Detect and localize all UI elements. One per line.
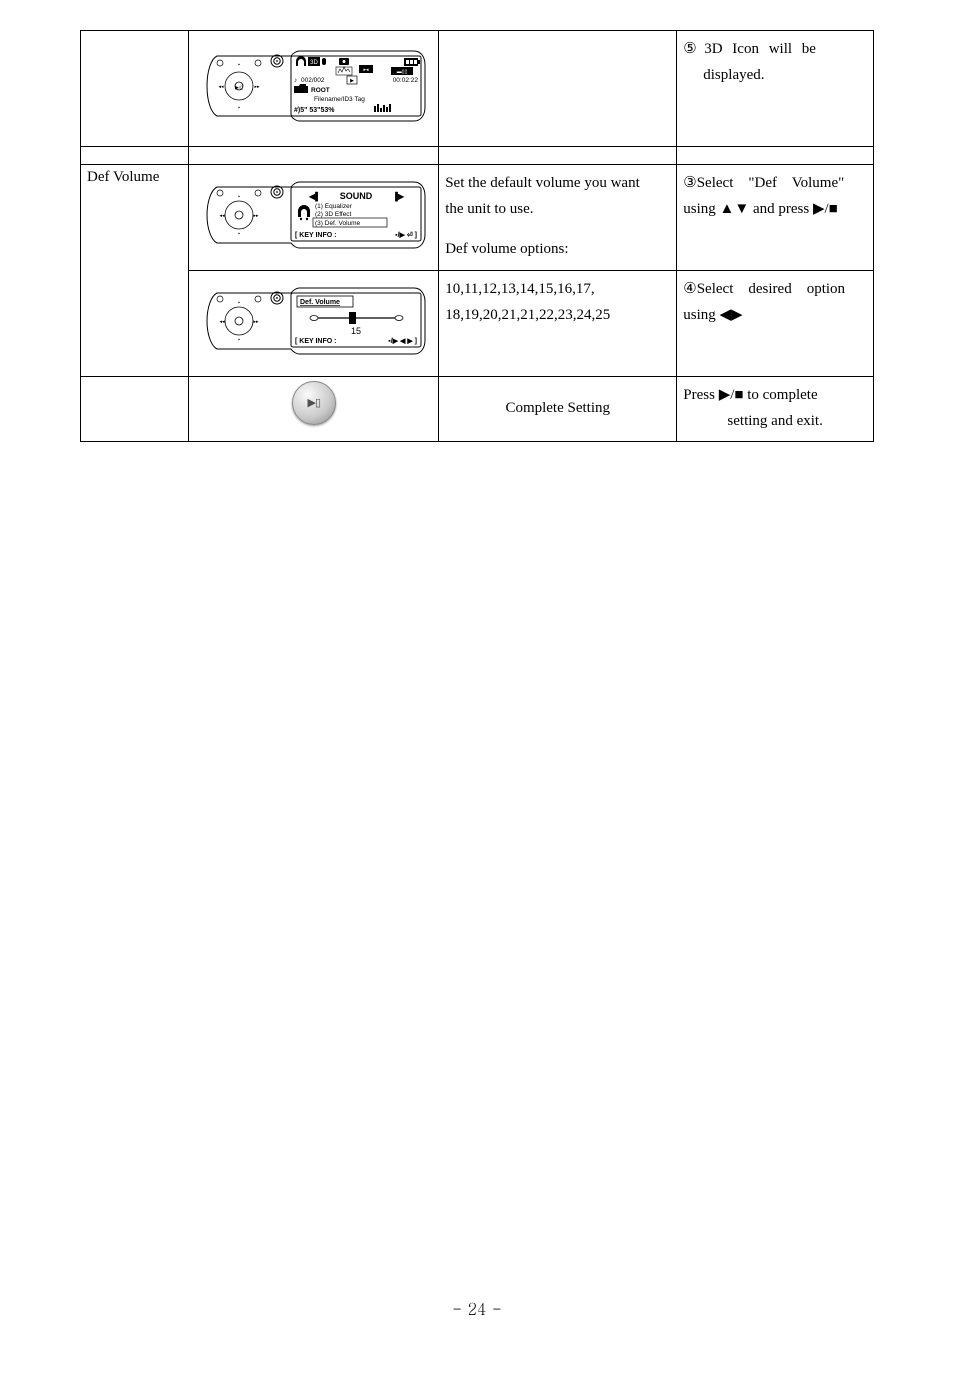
row-defvol-a: Def Volume ▪ ▪ ◂◂ ▸▸ xyxy=(81,165,874,271)
step3-l2: using ▲▼ and press ▶/■ xyxy=(683,199,867,221)
defvol-l1: Set the default volume you want xyxy=(445,173,670,195)
defvol-device-b: ▪ ▪ ◂◂ ▸▸ Def. Volume xyxy=(189,271,439,377)
press-c: to complete xyxy=(747,387,817,403)
lcd-footer-l: #)5" 53"53% xyxy=(294,107,335,114)
lcd-root: ROOT xyxy=(311,87,330,94)
defvol-l2: the unit to use. xyxy=(445,199,670,221)
lcd-time: 00:02:22 xyxy=(393,77,419,84)
svg-text:3D: 3D xyxy=(310,60,318,66)
svg-text:▬▯▯: ▬▯▯ xyxy=(397,69,408,75)
step3-c: Volume" xyxy=(792,175,845,191)
svg-text:▪: ▪ xyxy=(238,338,240,343)
step4-a: ④Select xyxy=(683,281,733,297)
device-lcd-3d: ▶/▯ ▪ ▪ ◂◂ ▸▸ xyxy=(199,41,429,131)
device-defvol-slider: ▪ ▪ ◂◂ ▸▸ Def. Volume xyxy=(199,281,429,361)
svg-text:▶: ▶ xyxy=(350,78,354,84)
step4-b: desired xyxy=(748,281,791,297)
svg-text:[ KEY INFO :: [ KEY INFO : xyxy=(295,338,336,345)
defvol-l3: Def volume options: xyxy=(445,239,670,261)
row-defvol-b: ▪ ▪ ◂◂ ▸▸ Def. Volume xyxy=(81,271,874,377)
svg-text:◀▌: ◀▌ xyxy=(308,191,321,202)
defvol-desc-b: 10,11,12,13,14,15,16,17, 18,19,20,21,21,… xyxy=(439,271,677,377)
defvol-instr-a: ③Select "Def Volume" using ▲▼ and press … xyxy=(677,165,874,271)
svg-text:▪/▶ ⏎ ]: ▪/▶ ⏎ ] xyxy=(395,231,417,239)
step-5-line2: displayed. xyxy=(683,65,867,87)
svg-text:▪/▶ ◀ ▶ ]: ▪/▶ ◀ ▶ ] xyxy=(388,338,417,345)
svg-text:▸▸: ▸▸ xyxy=(254,85,260,90)
step3-a: ③Select xyxy=(683,175,733,191)
opts-l2: 18,19,20,21,21,22,23,24,25 xyxy=(445,305,670,327)
svg-text:▪: ▪ xyxy=(238,232,240,237)
step-5-num: ⑤ xyxy=(683,39,696,61)
svg-text:▐▶: ▐▶ xyxy=(392,191,405,202)
press-a: Press xyxy=(683,387,718,403)
opts-l1: 10,11,12,13,14,15,16,17, xyxy=(445,279,670,301)
defvol-desc-a: Set the default volume you want the unit… xyxy=(439,165,677,271)
page-number: - 24 - xyxy=(452,1297,502,1320)
svg-text:(2) 3D Effect: (2) 3D Effect xyxy=(315,211,352,218)
svg-text:▸▸: ▸▸ xyxy=(253,320,259,325)
svg-text:◂◂: ◂◂ xyxy=(219,320,225,325)
r1-instr: ⑤ 3D Icon will be displayed. xyxy=(677,31,874,147)
complete-instr: Press ▶/■ to complete setting and exit. xyxy=(677,377,874,442)
lcd-tracks: 002/002 xyxy=(301,77,325,84)
svg-text:◂◂: ◂◂ xyxy=(219,214,225,219)
svg-text:▪: ▪ xyxy=(238,195,240,200)
step3-b: "Def xyxy=(748,175,777,191)
complete-desc: Complete Setting xyxy=(439,377,677,442)
svg-text:▶/▯: ▶/▯ xyxy=(235,85,243,91)
play-stop-button[interactable] xyxy=(292,381,336,425)
svg-text:▸◂: ▸◂ xyxy=(363,67,369,73)
svg-text:▪: ▪ xyxy=(238,301,240,306)
r1-device-cell: ▶/▯ ▪ ▪ ◂◂ ▸▸ xyxy=(189,31,439,147)
row-complete: Complete Setting Press ▶/■ to complete s… xyxy=(81,377,874,442)
svg-text:▸▸: ▸▸ xyxy=(253,214,259,219)
svg-text:◂◂: ◂◂ xyxy=(218,85,224,90)
r1-label xyxy=(81,31,189,147)
svg-text:Def. Volume: Def. Volume xyxy=(300,299,340,306)
spacer-row xyxy=(81,147,874,165)
complete-l2: setting and exit. xyxy=(683,411,867,433)
r1-desc xyxy=(439,31,677,147)
svg-text:[ KEY INFO :: [ KEY INFO : xyxy=(295,232,336,239)
slider-value: 15 xyxy=(351,326,361,336)
press-b: ▶/■ xyxy=(719,387,744,403)
spec-table: ▶/▯ ▪ ▪ ◂◂ ▸▸ xyxy=(80,30,874,442)
svg-text:SOUND: SOUND xyxy=(340,191,373,201)
defvol-instr-b: ④Select desired option using ◀▶ xyxy=(677,271,874,377)
defvol-label: Def Volume xyxy=(81,165,189,377)
svg-text:♪: ♪ xyxy=(294,77,297,84)
row-3d: ▶/▯ ▪ ▪ ◂◂ ▸▸ xyxy=(81,31,874,147)
step-5-line1: 3D Icon will be xyxy=(704,41,816,57)
svg-text:▪: ▪ xyxy=(238,63,240,68)
svg-text:(3) Def. Volume: (3) Def. Volume xyxy=(315,220,361,227)
lcd-filename: Filename/ID3 Tag xyxy=(314,96,365,103)
svg-text:(1) Equalizer: (1) Equalizer xyxy=(315,203,353,210)
step4-l2: using ◀▶ xyxy=(683,305,867,327)
step4-c: option xyxy=(807,281,845,297)
svg-text:▪: ▪ xyxy=(238,106,240,111)
playstop-cell xyxy=(189,377,439,442)
defvol-device-a: ▪ ▪ ◂◂ ▸▸ ◀▌ SOUND ▐▶ xyxy=(189,165,439,271)
device-sound-menu: ▪ ▪ ◂◂ ▸▸ ◀▌ SOUND ▐▶ xyxy=(199,175,429,255)
